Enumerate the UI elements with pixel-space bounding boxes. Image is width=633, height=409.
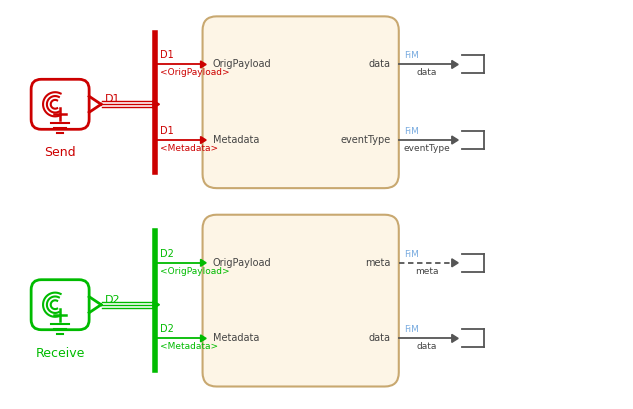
Polygon shape	[201, 137, 206, 144]
Text: FiM: FiM	[404, 52, 418, 61]
Text: data: data	[369, 333, 391, 344]
FancyBboxPatch shape	[203, 16, 399, 188]
Text: D1: D1	[105, 94, 121, 104]
Polygon shape	[201, 259, 206, 266]
Polygon shape	[452, 136, 458, 144]
Text: data: data	[417, 68, 437, 77]
Text: meta: meta	[415, 267, 439, 276]
Text: eventType: eventType	[341, 135, 391, 145]
Text: Metadata: Metadata	[213, 333, 259, 344]
Polygon shape	[201, 335, 206, 342]
Text: OrigPayload: OrigPayload	[213, 59, 271, 70]
Text: D1: D1	[160, 50, 174, 61]
Text: Receive: Receive	[35, 347, 85, 360]
Text: FiM: FiM	[404, 326, 418, 335]
Polygon shape	[452, 259, 458, 267]
Polygon shape	[153, 100, 160, 108]
Text: D1: D1	[160, 126, 174, 136]
FancyBboxPatch shape	[203, 215, 399, 387]
Text: data: data	[417, 342, 437, 351]
Polygon shape	[452, 61, 458, 68]
Polygon shape	[201, 61, 206, 68]
Text: FiM: FiM	[404, 127, 418, 136]
Text: Metadata: Metadata	[213, 135, 259, 145]
Text: FiM: FiM	[404, 250, 418, 259]
Text: <Metadata>: <Metadata>	[160, 144, 218, 153]
Text: D2: D2	[160, 324, 174, 335]
Text: <OrigPayload>: <OrigPayload>	[160, 68, 230, 77]
Text: D2: D2	[160, 249, 174, 259]
Text: Send: Send	[44, 146, 76, 159]
Text: <OrigPayload>: <OrigPayload>	[160, 267, 230, 276]
Polygon shape	[452, 335, 458, 342]
Text: data: data	[369, 59, 391, 70]
Polygon shape	[153, 301, 160, 309]
Text: OrigPayload: OrigPayload	[213, 258, 271, 268]
Text: eventType: eventType	[403, 144, 450, 153]
Text: meta: meta	[365, 258, 391, 268]
Text: D2: D2	[105, 295, 121, 305]
Text: <Metadata>: <Metadata>	[160, 342, 218, 351]
